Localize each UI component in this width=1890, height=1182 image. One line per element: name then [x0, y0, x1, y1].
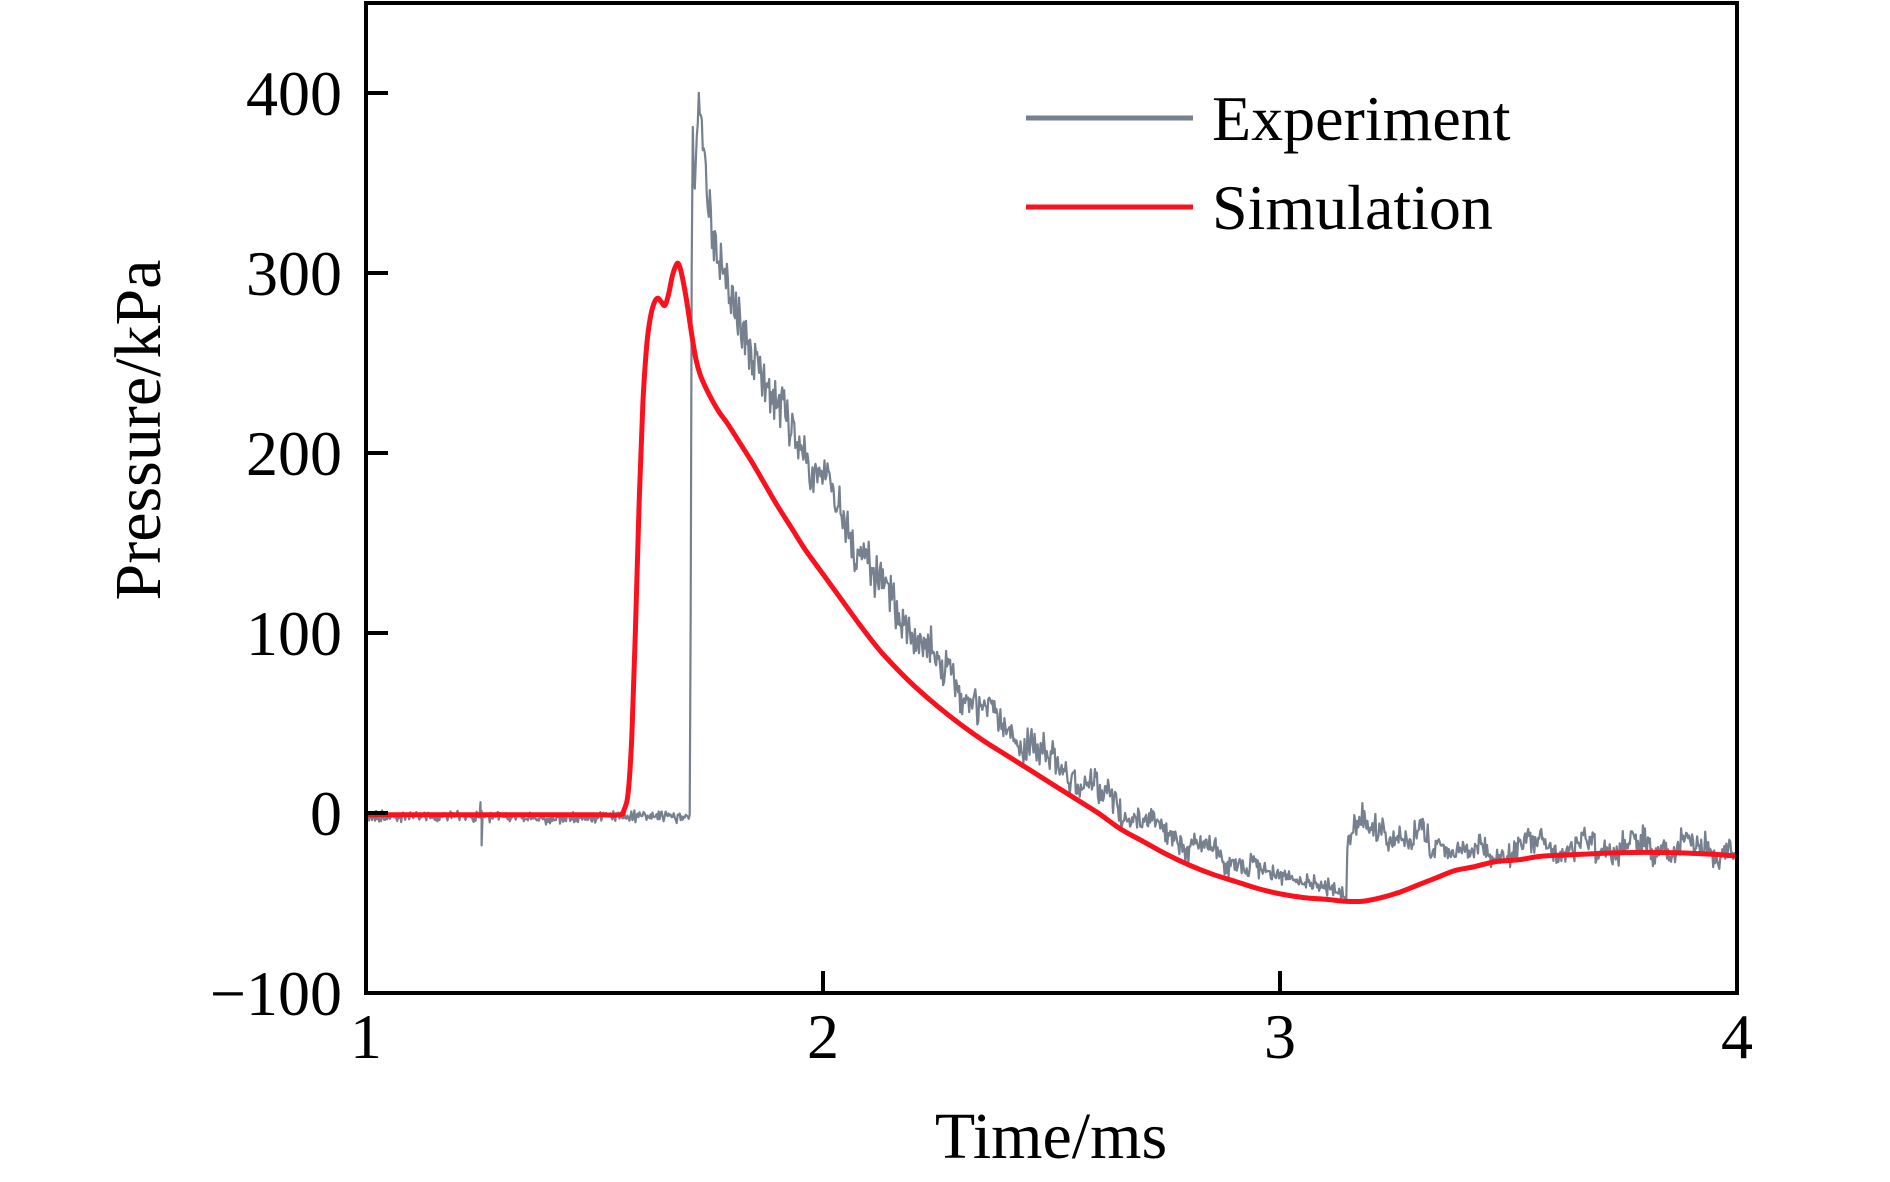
simulation-line: [366, 260, 1737, 905]
y-axis-ticks: −100 0 100 200 300 400: [210, 58, 388, 1029]
plot-frame: [364, 1, 1739, 995]
x-axis-ticks: 1 2 3 4: [350, 971, 1753, 1072]
legend-label-simulation: Simulation: [1212, 172, 1493, 243]
x-tick-label: 3: [1264, 1001, 1296, 1072]
y-tick-label: −100: [210, 958, 342, 1029]
y-tick-label: 100: [246, 598, 342, 669]
y-tick-label: 400: [246, 58, 342, 129]
legend-label-experiment: Experiment: [1212, 83, 1511, 154]
x-tick-label: 2: [807, 1001, 839, 1072]
legend: Experiment Simulation: [1026, 83, 1511, 243]
y-tick-label: 0: [310, 778, 342, 849]
x-tick-label: 1: [350, 1001, 382, 1072]
y-axis-label: Pressure/kPa: [102, 260, 175, 601]
x-axis-label: Time/ms: [935, 1100, 1167, 1173]
series-lines: [366, 91, 1737, 905]
x-tick-label: 4: [1721, 1001, 1753, 1072]
y-tick-label: 300: [246, 238, 342, 309]
y-tick-label: 200: [246, 418, 342, 489]
